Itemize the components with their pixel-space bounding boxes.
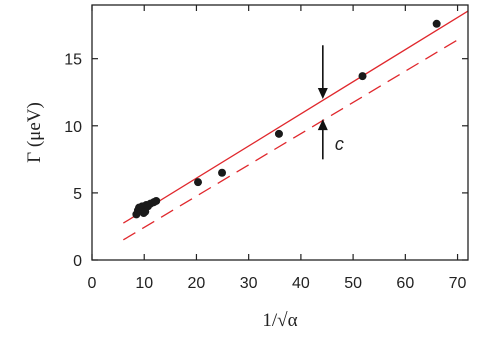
x-axis-title: 1/√α — [262, 310, 297, 331]
x-tick-label: 60 — [396, 275, 414, 292]
x-tick-label: 70 — [449, 275, 467, 292]
y-tick-label: 10 — [64, 119, 82, 136]
y-axis-title: Γ (μeV) — [24, 102, 45, 163]
lines-layer — [122, 10, 469, 241]
data-point — [432, 19, 441, 28]
arrow-up-head — [317, 119, 328, 131]
x-tick-label: 30 — [240, 275, 258, 292]
y-tick-label: 0 — [73, 253, 82, 270]
data-point — [218, 168, 227, 177]
points-layer — [132, 19, 441, 219]
plot-frame — [91, 4, 469, 261]
arrow-down-head — [317, 87, 328, 99]
solid-fit-line — [122, 10, 469, 224]
x-tick-label: 50 — [344, 275, 362, 292]
x-tick-label: 20 — [188, 275, 206, 292]
x-tick-label: 0 — [88, 275, 97, 292]
annotation-label: c — [335, 134, 344, 154]
y-tick-label: 5 — [73, 186, 82, 203]
annotation-layer: c — [317, 45, 344, 160]
x-tick-label: 10 — [135, 275, 153, 292]
data-point — [358, 72, 367, 81]
y-tick-label: 15 — [64, 52, 82, 69]
data-point — [274, 129, 283, 138]
data-point — [152, 196, 161, 205]
x-tick-label: 40 — [292, 275, 310, 292]
data-point — [194, 178, 203, 187]
ticks-layer: 0 10 20 30 40 50 60 70 0 5 10 15 — [64, 5, 468, 292]
dashed-fit-line — [122, 39, 458, 241]
